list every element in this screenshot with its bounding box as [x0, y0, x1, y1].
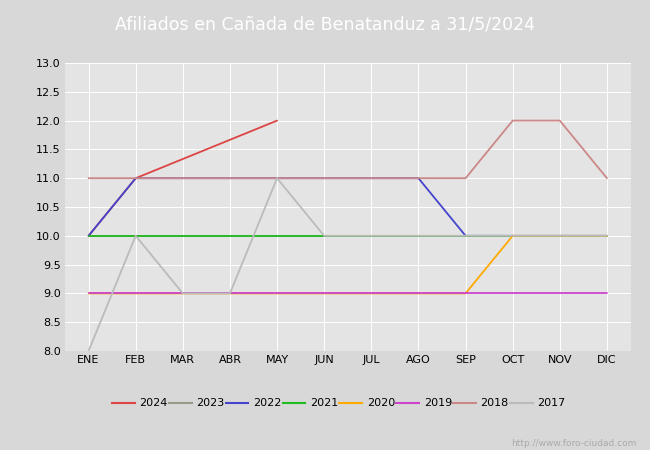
Text: 2020: 2020: [367, 398, 395, 408]
Text: Afiliados en Cañada de Benatanduz a 31/5/2024: Afiliados en Cañada de Benatanduz a 31/5…: [115, 16, 535, 34]
Text: 2018: 2018: [480, 398, 509, 408]
Text: 2024: 2024: [139, 398, 168, 408]
Text: 2017: 2017: [538, 398, 566, 408]
Text: 2022: 2022: [253, 398, 281, 408]
Text: http://www.foro-ciudad.com: http://www.foro-ciudad.com: [512, 439, 637, 448]
Text: 2019: 2019: [424, 398, 452, 408]
Text: 2021: 2021: [310, 398, 338, 408]
Text: 2023: 2023: [196, 398, 224, 408]
